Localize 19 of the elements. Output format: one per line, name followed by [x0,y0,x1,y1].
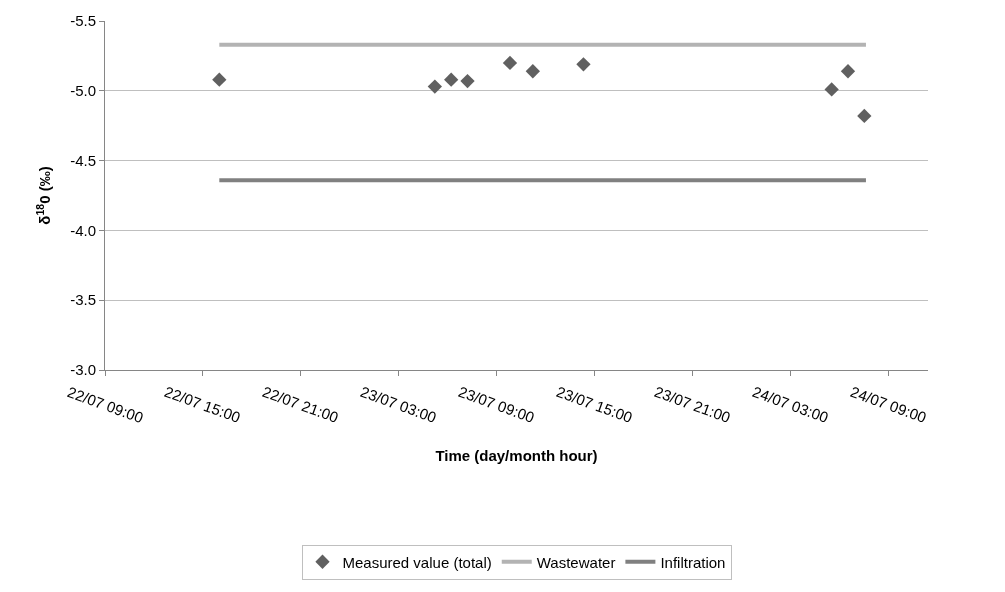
x-axis-title: Time (day/month hour) [435,447,598,464]
x-tick-label: 23/07 03:00 [358,382,439,426]
y-tick-label: -5.0 [70,82,96,100]
y-tick-label: -3.5 [70,291,96,309]
legend-label: Wastewater [536,553,616,571]
x-tick-label: 22/07 21:00 [260,382,341,426]
y-tick-label: -5.5 [70,12,96,30]
x-tick-label: 23/07 15:00 [554,382,635,426]
x-tick-label: 22/07 15:00 [162,382,243,426]
x-tick-label: 24/07 09:00 [848,382,929,426]
y-tick-label: -4.0 [70,221,96,239]
legend-label: Infiltration [660,553,726,571]
y-tick-label: -3.0 [70,361,96,379]
x-tick-label: 23/07 09:00 [456,382,537,426]
x-tick-label: 23/07 21:00 [652,382,733,426]
y-tick-label: -4.5 [70,151,96,169]
x-tick-label: 22/07 09:00 [65,383,146,427]
x-tick-label: 24/07 03:00 [750,382,831,426]
legend-label: Measured value (total) [342,553,492,571]
